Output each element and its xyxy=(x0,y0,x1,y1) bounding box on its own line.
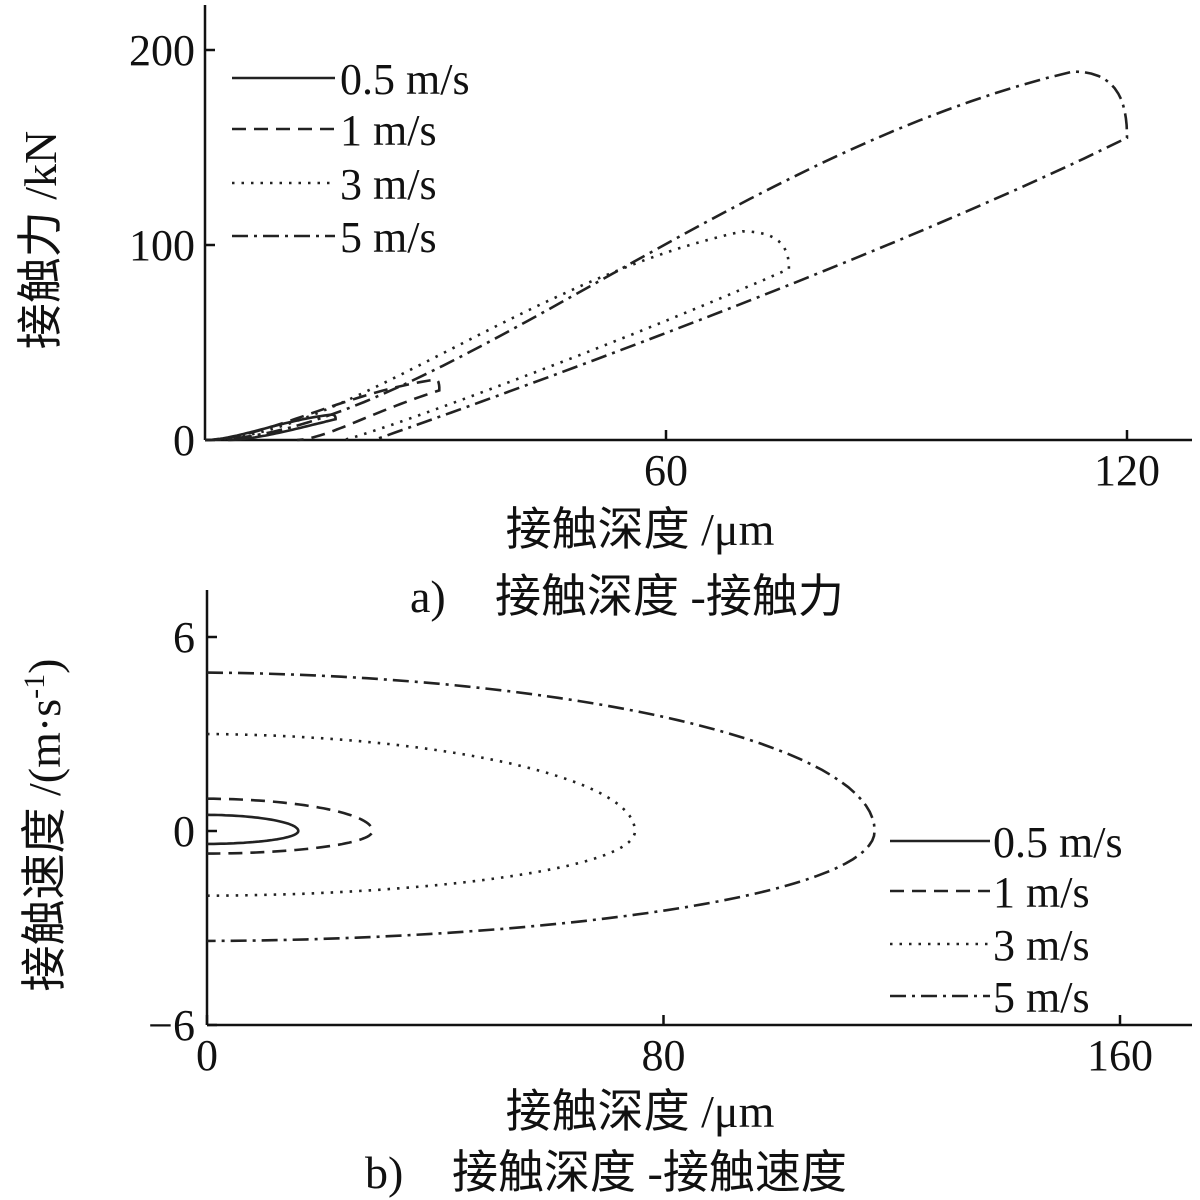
panel-a-legend-label: 5 m/s xyxy=(340,213,437,262)
panel-a-series-line-2 xyxy=(204,378,441,442)
panel-a-caption-label: a) xyxy=(410,571,446,622)
panel-a-series-line-3 xyxy=(204,229,791,442)
panel-a-legend-label: 0.5 m/s xyxy=(340,55,470,104)
panel-b-y-axis-label: 接触速度 /(m·s-1) xyxy=(18,659,70,992)
panel-a-series-line-1 xyxy=(205,413,337,442)
panel-b-y-tick-label: −6 xyxy=(148,1001,195,1050)
panel-b-legend-label: 1 m/s xyxy=(993,868,1090,917)
panel-b-legend-label: 5 m/s xyxy=(993,973,1090,1022)
panel-a-y-tick-label: 0 xyxy=(173,416,195,465)
panel-a-x-tick-label: 60 xyxy=(644,446,688,495)
panel-b-series-line-1 xyxy=(206,813,300,846)
panel-b-legend-label: 3 m/s xyxy=(993,921,1090,970)
panel-a-y-tick-label: 200 xyxy=(129,26,195,75)
panel-a-y-tick-label: 100 xyxy=(129,221,195,270)
panel-a-x-tick-label: 120 xyxy=(1094,446,1160,495)
panel-b-y-tick-label: 0 xyxy=(173,807,195,856)
panel-a-legend-label: 3 m/s xyxy=(340,160,437,209)
panel-b-y-axis-label-unit: (m·s xyxy=(19,699,70,783)
panel-a-legend-label: 1 m/s xyxy=(340,106,437,155)
panel-b-legend-label: 0.5 m/s xyxy=(993,818,1123,867)
panel-a-contact-force-chart: 60 120 0 100 200 0.5 m/s1 m/s 3 m/s5 m/s 接触深度… xyxy=(15,5,1192,622)
panel-a-caption-text: 接触深度 -接触力 xyxy=(495,571,844,622)
panel-b-x-tick-label: 160 xyxy=(1087,1031,1153,1080)
panel-b-y-axis-label-main: 接触速度 / xyxy=(19,783,70,992)
panel-b-x-tick-label: 80 xyxy=(642,1031,686,1080)
panel-b-x-axis-label: 接触深度 /μm xyxy=(506,1086,775,1137)
panel-b-caption-label: b) xyxy=(365,1147,403,1198)
panel-b-y-axis-label-close: ) xyxy=(19,659,70,674)
panel-a-x-axis-label: 接触深度 /μm xyxy=(506,504,775,555)
panel-a-series-line-4 xyxy=(204,70,1129,442)
panel-a-y-axis-label: 接触力 /kN xyxy=(15,131,66,350)
panel-b-series-line-3 xyxy=(206,732,637,897)
panel-b-x-tick-label: 0 xyxy=(196,1031,218,1080)
panel-b-y-tick-label: 6 xyxy=(173,613,195,662)
panel-b-caption-text: 接触深度 -接触速度 xyxy=(452,1147,847,1198)
panel-b-y-axis-label-exponent: -1 xyxy=(18,674,51,699)
panel-b-series-line-2 xyxy=(207,797,374,855)
